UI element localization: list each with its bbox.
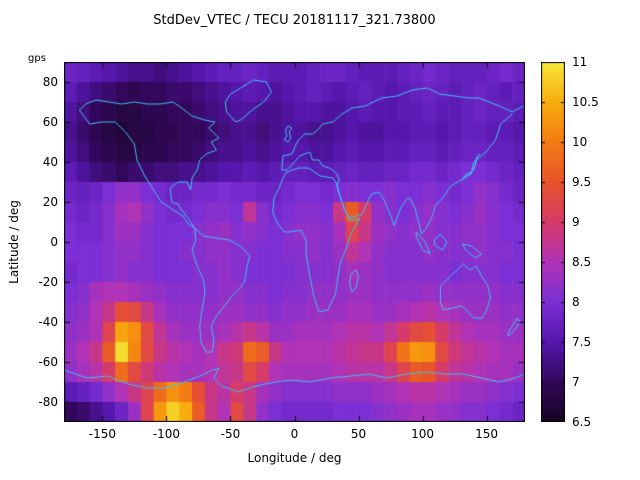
- x-axis-label: Longitude / deg: [247, 451, 342, 465]
- xtick-label: -150: [88, 427, 117, 441]
- xtick-label: 50: [350, 427, 367, 441]
- ytick-label: -20: [38, 275, 58, 289]
- ytick-label: 20: [42, 195, 58, 209]
- ctick-label: 10: [572, 135, 588, 149]
- ytick-label: 80: [42, 75, 58, 89]
- ytick-label: -40: [38, 315, 58, 329]
- ctick-label: 9.5: [572, 175, 592, 189]
- ctick-label: 8.5: [572, 255, 592, 269]
- ctick-label: 8: [572, 295, 580, 309]
- heatmap-canvas: [64, 62, 525, 422]
- ctick-label: 7: [572, 375, 580, 389]
- colorbar: [541, 62, 565, 422]
- ytick-label: 0: [50, 235, 58, 249]
- xtick-label: -50: [220, 427, 241, 441]
- ytick-label: 40: [42, 155, 58, 169]
- ytick-label: -80: [38, 395, 58, 409]
- ctick-label: 9: [572, 215, 580, 229]
- xtick-label: -100: [152, 427, 181, 441]
- ctick-label: 7.5: [572, 335, 592, 349]
- xtick-label: 0: [290, 427, 299, 441]
- ytick-label: -60: [38, 355, 58, 369]
- ctick-label: 11: [572, 55, 588, 69]
- ctick-label: 10.5: [572, 95, 599, 109]
- corner-label: gps: [28, 53, 46, 64]
- ctick-label: 6.5: [572, 415, 592, 429]
- ytick-label: 60: [42, 115, 58, 129]
- xtick-label: 100: [411, 427, 434, 441]
- chart-title: StdDev_VTEC / TECU 20181117_321.73800: [153, 13, 436, 28]
- xtick-label: 150: [475, 427, 499, 441]
